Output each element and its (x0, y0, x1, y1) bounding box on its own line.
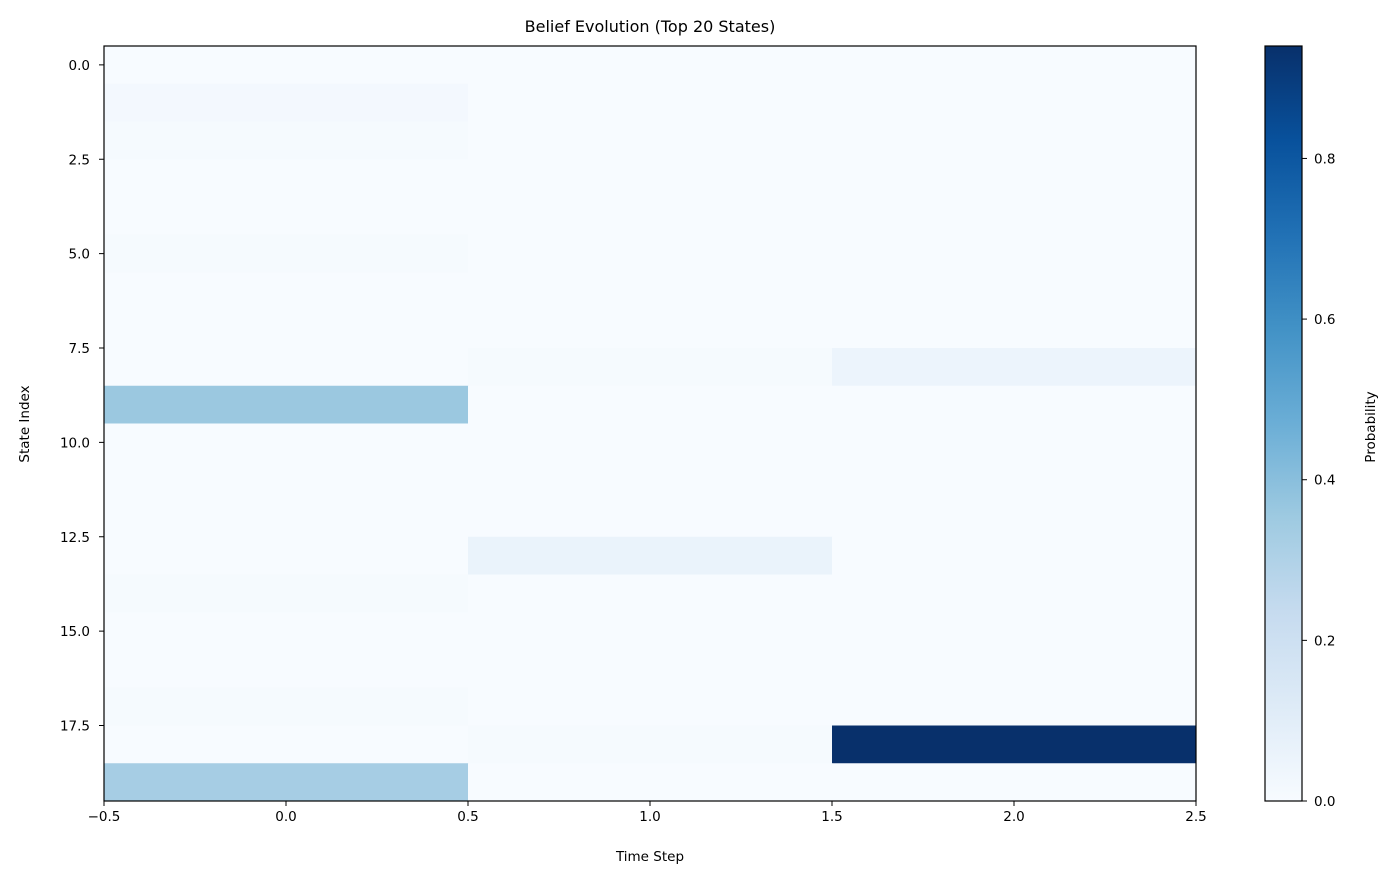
heatmap-cell (832, 574, 1197, 613)
y-tick-label: 17.5 (60, 719, 90, 735)
heatmap-cell (468, 536, 833, 575)
chart-title: Belief Evolution (Top 20 States) (525, 17, 776, 36)
heatmap-cell (468, 159, 833, 198)
heatmap-cell (104, 197, 469, 236)
heatmap-cell (832, 461, 1197, 500)
heatmap-cell (104, 423, 469, 462)
heatmap-cell (468, 348, 833, 387)
heatmap-cell (832, 687, 1197, 726)
heatmap-cell (104, 310, 469, 349)
y-tick-label: 0.0 (69, 58, 90, 74)
heatmap-cell (104, 574, 469, 613)
heatmap-cell (468, 612, 833, 651)
colorbar-tick-label: 0.0 (1314, 794, 1335, 810)
heatmap-cells (104, 46, 1197, 802)
heatmap-cell (832, 272, 1197, 311)
heatmap-cell (104, 385, 469, 424)
heatmap-cell (832, 385, 1197, 424)
heatmap-cell (832, 725, 1197, 764)
heatmap-cell (832, 612, 1197, 651)
colorbar-tick-label: 0.6 (1314, 312, 1335, 328)
heatmap-cell (468, 385, 833, 424)
x-axis: −0.5 0.0 0.5 1.0 1.5 2.0 2.5 (88, 801, 1207, 825)
colorbar-tick-label: 0.8 (1314, 151, 1335, 167)
x-tick-label: 0.0 (275, 809, 296, 825)
heatmap-cell (468, 46, 833, 85)
colorbar-label: Probability (1363, 391, 1379, 462)
heatmap-cell (104, 725, 469, 764)
heatmap-cell (468, 234, 833, 273)
heatmap-cell (104, 121, 469, 160)
heatmap-cell (468, 310, 833, 349)
heatmap-cell (468, 650, 833, 689)
heatmap-cell (468, 687, 833, 726)
heatmap-cell (104, 650, 469, 689)
heatmap-cell (468, 121, 833, 160)
x-tick-label: 1.0 (639, 809, 660, 825)
y-tick-label: 5.0 (69, 247, 90, 263)
colorbar-tick-label: 0.2 (1314, 633, 1335, 649)
heatmap-cell (832, 423, 1197, 462)
colorbar (1264, 45, 1303, 802)
y-axis: 0.0 2.5 5.0 7.5 10.0 12.5 15.0 17.5 (60, 58, 104, 735)
colorbar-axis: 0.0 0.2 0.4 0.6 0.8 (1302, 151, 1335, 810)
heatmap-cell (104, 461, 469, 500)
heatmap-cell (832, 83, 1197, 122)
heatmap-cell (832, 46, 1197, 85)
heatmap-cell (832, 197, 1197, 236)
heatmap-cell (468, 272, 833, 311)
x-tick-label: 1.5 (821, 809, 842, 825)
y-tick-label: 12.5 (60, 530, 90, 546)
heatmap-cell (104, 159, 469, 198)
x-tick-label: 2.0 (1003, 809, 1024, 825)
heatmap-cell (832, 121, 1197, 160)
colorbar-tick-label: 0.4 (1314, 473, 1335, 489)
heatmap-cell (468, 725, 833, 764)
heatmap-cell (104, 234, 469, 273)
heatmap-cell (104, 687, 469, 726)
heatmap-cell (832, 348, 1197, 387)
y-tick-label: 15.0 (60, 624, 90, 640)
heatmap-cell (104, 348, 469, 387)
x-tick-label: 2.5 (1185, 809, 1206, 825)
heatmap-cell (832, 536, 1197, 575)
x-tick-label: −0.5 (88, 809, 121, 825)
y-axis-label: State Index (17, 385, 33, 462)
heatmap-cell (468, 423, 833, 462)
y-tick-label: 10.0 (60, 435, 90, 451)
heatmap-cell (104, 612, 469, 651)
heatmap-cell (104, 536, 469, 575)
y-tick-label: 7.5 (69, 341, 90, 357)
heatmap-cell (468, 763, 833, 802)
heatmap-cell (468, 499, 833, 538)
x-tick-label: 0.5 (457, 809, 478, 825)
heatmap-cell (468, 461, 833, 500)
heatmap-cell (832, 159, 1197, 198)
x-axis-label: Time Step (615, 849, 684, 865)
heatmap-cell (832, 499, 1197, 538)
y-tick-label: 2.5 (69, 152, 90, 168)
heatmap-cell (468, 574, 833, 613)
heatmap-cell (832, 234, 1197, 273)
heatmap-cell (468, 83, 833, 122)
heatmap-cell (468, 197, 833, 236)
heatmap-cell (104, 83, 469, 122)
heatmap-cell (104, 272, 469, 311)
heatmap-cell (104, 499, 469, 538)
heatmap-cell (104, 46, 469, 85)
heatmap-cell (832, 763, 1197, 802)
heatmap-cell (832, 310, 1197, 349)
heatmap-cell (832, 650, 1197, 689)
heatmap-cell (104, 763, 469, 802)
